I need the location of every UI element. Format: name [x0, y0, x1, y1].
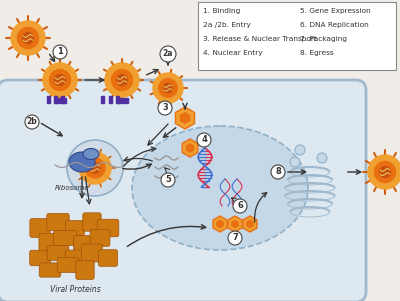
FancyBboxPatch shape [47, 213, 69, 231]
Text: 2b: 2b [27, 117, 37, 126]
FancyBboxPatch shape [66, 221, 84, 235]
Text: 3. Release & Nuclear Transport: 3. Release & Nuclear Transport [203, 36, 317, 42]
Text: 5: 5 [165, 175, 171, 185]
Bar [60, 96, 64, 103]
Text: 2a: 2a [163, 49, 173, 58]
Ellipse shape [69, 152, 95, 172]
Circle shape [368, 155, 400, 189]
Bar [116, 98, 120, 103]
Text: 6: 6 [237, 201, 243, 210]
Polygon shape [216, 220, 224, 228]
Text: 3: 3 [162, 104, 168, 113]
Bar [116, 96, 118, 103]
FancyBboxPatch shape [0, 80, 366, 301]
Circle shape [85, 158, 105, 178]
Bar [124, 98, 128, 103]
Circle shape [11, 21, 45, 55]
Bar [108, 96, 112, 103]
Text: 1: 1 [57, 48, 63, 57]
Text: 8: 8 [275, 167, 281, 176]
Circle shape [295, 145, 305, 155]
Bar [54, 96, 56, 103]
FancyBboxPatch shape [97, 219, 119, 237]
Circle shape [116, 75, 128, 85]
Circle shape [50, 70, 70, 91]
Polygon shape [180, 112, 190, 124]
Circle shape [22, 33, 34, 43]
FancyBboxPatch shape [30, 250, 50, 266]
Ellipse shape [83, 148, 99, 160]
Bar [120, 98, 124, 103]
FancyBboxPatch shape [57, 258, 79, 272]
FancyBboxPatch shape [83, 213, 101, 231]
FancyBboxPatch shape [198, 2, 396, 70]
Polygon shape [182, 139, 198, 157]
Circle shape [79, 152, 111, 184]
Polygon shape [186, 143, 194, 153]
Circle shape [271, 165, 285, 179]
Circle shape [197, 133, 211, 147]
FancyBboxPatch shape [65, 250, 85, 266]
Ellipse shape [132, 126, 308, 250]
Circle shape [160, 46, 176, 62]
Circle shape [380, 166, 390, 178]
Text: Ribosome: Ribosome [55, 185, 89, 191]
Circle shape [54, 75, 66, 85]
Text: 2a /2b. Entry: 2a /2b. Entry [203, 22, 251, 28]
Text: 5. Gene Expression: 5. Gene Expression [300, 8, 371, 14]
Text: 7: 7 [232, 234, 238, 243]
Text: 4: 4 [201, 135, 207, 144]
Polygon shape [228, 216, 242, 232]
Circle shape [43, 63, 77, 97]
FancyBboxPatch shape [47, 246, 69, 260]
Bar [54, 98, 58, 103]
FancyBboxPatch shape [76, 261, 94, 279]
Circle shape [67, 140, 123, 196]
Circle shape [163, 83, 173, 93]
Circle shape [158, 101, 172, 115]
FancyBboxPatch shape [39, 263, 61, 277]
Circle shape [290, 157, 300, 167]
Polygon shape [176, 107, 194, 129]
Polygon shape [246, 220, 254, 228]
FancyBboxPatch shape [90, 230, 110, 246]
Circle shape [153, 73, 183, 103]
Circle shape [112, 70, 132, 91]
Bar [100, 96, 104, 103]
Circle shape [159, 79, 177, 97]
Text: 4. Nuclear Entry: 4. Nuclear Entry [203, 50, 263, 56]
Bar [46, 96, 50, 103]
Bar [62, 98, 66, 103]
Circle shape [18, 27, 38, 48]
Bar [58, 98, 62, 103]
Text: 7. Packaging: 7. Packaging [300, 36, 347, 42]
Circle shape [161, 173, 175, 187]
Polygon shape [231, 220, 239, 228]
FancyBboxPatch shape [54, 231, 76, 246]
FancyBboxPatch shape [39, 234, 57, 253]
Circle shape [53, 45, 67, 59]
Circle shape [25, 115, 39, 129]
Circle shape [317, 153, 327, 163]
Circle shape [105, 63, 139, 97]
Text: 8. Egress: 8. Egress [300, 50, 334, 56]
Text: Viral Proteins: Viral Proteins [50, 285, 100, 294]
Polygon shape [243, 216, 257, 232]
FancyBboxPatch shape [98, 250, 118, 266]
FancyBboxPatch shape [74, 236, 92, 250]
Circle shape [233, 199, 247, 213]
Circle shape [374, 161, 396, 182]
FancyBboxPatch shape [30, 219, 50, 237]
Circle shape [90, 163, 100, 173]
Text: 6. DNA Replication: 6. DNA Replication [300, 22, 369, 28]
Circle shape [228, 231, 242, 245]
FancyBboxPatch shape [82, 244, 102, 262]
Polygon shape [213, 216, 227, 232]
Text: 1. Binding: 1. Binding [203, 8, 240, 14]
